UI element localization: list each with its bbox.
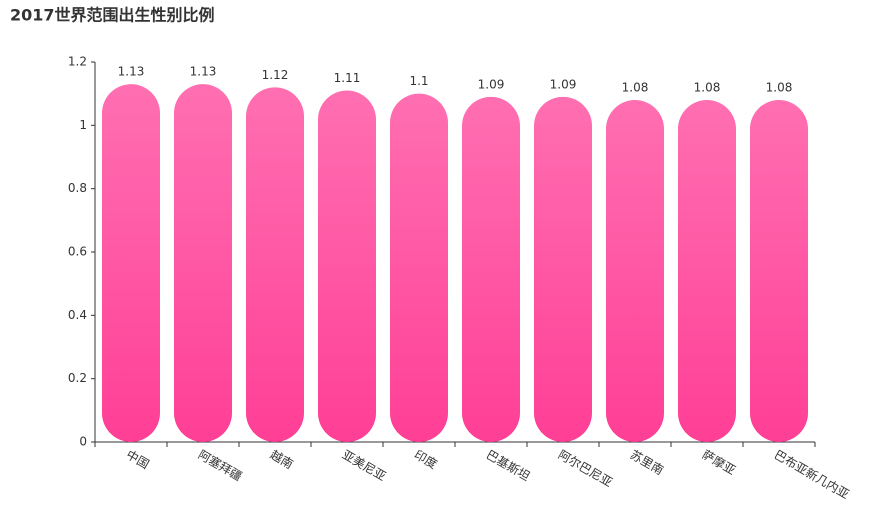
value-label: 1.13 — [118, 65, 145, 79]
x-tick-label: 阿尔巴尼亚 — [556, 447, 615, 490]
bar — [318, 90, 376, 442]
bar — [462, 96, 520, 442]
bar — [534, 96, 592, 442]
y-tick-label: 1.2 — [68, 55, 87, 69]
bar — [606, 100, 664, 442]
x-tick-label: 越南 — [268, 447, 296, 472]
x-tick-label: 苏里南 — [628, 447, 667, 478]
value-label: 1.12 — [262, 68, 289, 82]
value-label: 1.1 — [409, 74, 428, 88]
value-label: 1.08 — [766, 81, 793, 95]
value-label: 1.09 — [550, 77, 577, 91]
y-tick-label: 1 — [79, 118, 87, 132]
bar — [750, 100, 808, 442]
value-label: 1.11 — [334, 71, 361, 85]
x-tick-label: 中国 — [124, 447, 152, 472]
value-label: 1.09 — [478, 77, 505, 91]
y-tick-label: 0.8 — [68, 181, 87, 195]
y-tick-label: 0.4 — [68, 308, 87, 322]
bar — [246, 87, 304, 442]
x-tick-label: 亚美尼亚 — [340, 448, 389, 484]
y-tick-label: 0.6 — [68, 245, 87, 259]
bar — [102, 84, 160, 443]
y-tick-label: 0 — [79, 435, 87, 449]
x-tick-label: 萨摩亚 — [700, 447, 739, 478]
chart-title: 2017世界范围出生性别比例 — [10, 6, 215, 25]
value-label: 1.13 — [190, 65, 217, 79]
y-tick-label: 0.2 — [68, 371, 87, 385]
x-tick-label: 印度 — [412, 447, 440, 472]
bar — [678, 100, 736, 442]
x-tick-label: 巴布亚新几内亚 — [772, 447, 852, 502]
x-tick-label: 巴基斯坦 — [484, 448, 533, 484]
x-tick-label: 阿塞拜疆 — [196, 447, 245, 484]
value-label: 1.08 — [694, 81, 721, 95]
value-label: 1.08 — [622, 81, 649, 95]
bar — [390, 93, 448, 443]
bar — [174, 84, 232, 443]
